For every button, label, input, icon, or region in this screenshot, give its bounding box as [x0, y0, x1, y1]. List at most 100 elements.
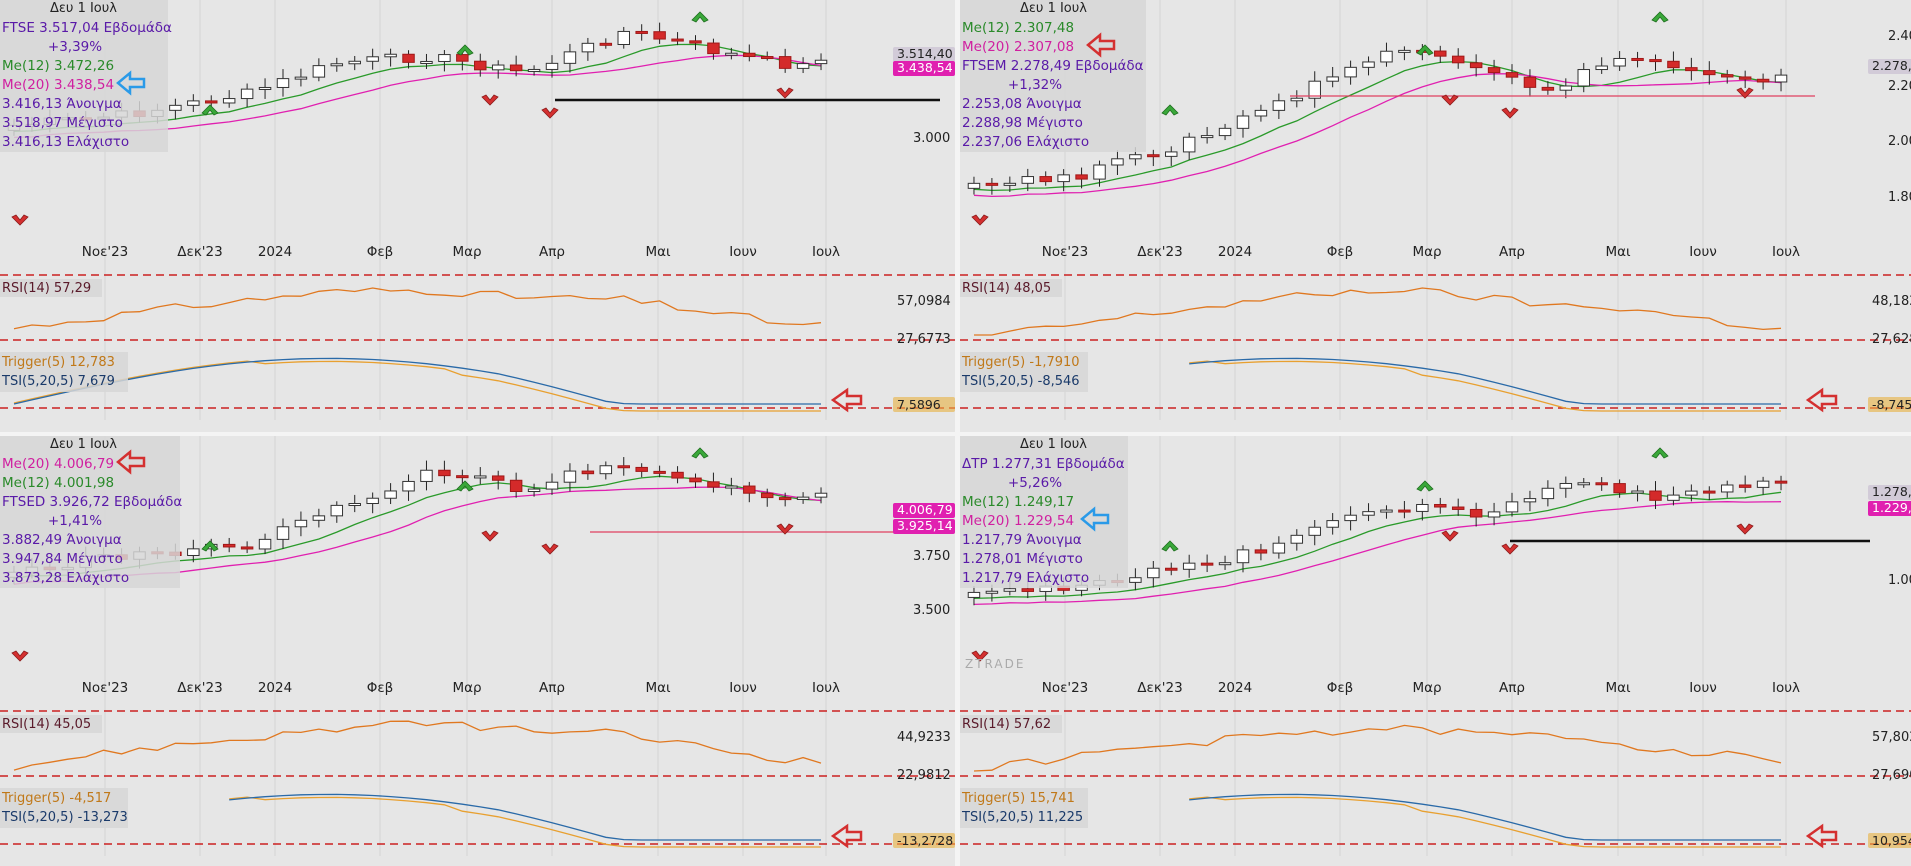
- price-tag-label: 3.925,14: [897, 518, 953, 533]
- candle-down: [689, 477, 702, 483]
- x-tick-label: Δεκ'23: [177, 244, 222, 260]
- price-tag: [1868, 59, 1911, 74]
- candle-down: [1523, 76, 1537, 88]
- pointer-arrow-icon: [116, 449, 146, 475]
- candle-up: [1541, 487, 1555, 500]
- trigger-label: Trigger(5) -4,517: [1, 791, 111, 806]
- candle-down: [1469, 508, 1483, 518]
- info-line: FTSEM 2.278,49 Εβδομάδα: [962, 58, 1144, 74]
- sell-arrow-icon: [11, 650, 29, 662]
- info-line: 3.518,97 Μέγιστο: [2, 115, 123, 131]
- candle-up: [187, 548, 200, 556]
- candle-up: [1720, 484, 1734, 493]
- candle-down: [1595, 482, 1608, 486]
- price-tag-label: 3.514,40: [897, 46, 953, 61]
- rsi-level-value: 27,6773: [897, 332, 951, 347]
- price-tag: [893, 519, 955, 534]
- candle-up: [725, 52, 738, 56]
- trigger-label: Trigger(5) 15,741: [961, 791, 1075, 806]
- chart-panel-1: Δευ 1 Ιουλ FTSE 3.517,04 Εβδομάδα +3,39% Me…: [0, 0, 955, 420]
- candle-up: [1595, 65, 1608, 71]
- y-tick-label: 3.000: [913, 131, 950, 146]
- info-box: [0, 0, 168, 152]
- x-tick-label: Μαι: [1605, 680, 1631, 696]
- y-tick-label: 3.750: [913, 549, 950, 564]
- candle-up: [1147, 567, 1160, 579]
- candle-up: [1272, 100, 1286, 111]
- candle-down: [1075, 174, 1088, 180]
- candle-up: [402, 480, 415, 492]
- tsi-line: [229, 793, 821, 841]
- tsi-pointer-arrow-icon: [830, 823, 863, 849]
- candle-up: [240, 88, 254, 100]
- candle-up: [187, 100, 200, 106]
- candle-up: [1218, 562, 1232, 566]
- info-box: [960, 0, 1146, 152]
- info-line: Me(20) 3.438,54: [2, 77, 114, 93]
- candle-down: [707, 42, 720, 55]
- date-label: Δευ 1 Ιουλ: [1020, 1, 1087, 16]
- candle-up: [1559, 482, 1573, 489]
- candle-up: [438, 54, 451, 62]
- candle-down: [240, 546, 254, 550]
- me12-line: [973, 60, 1782, 192]
- candle-up: [420, 469, 433, 482]
- candle-down: [1469, 62, 1483, 69]
- candle-down: [1649, 490, 1662, 501]
- y-tick-label: 3.500: [913, 603, 950, 618]
- rsi-value: 48,1821: [1872, 294, 1911, 309]
- candle-up: [491, 64, 505, 71]
- candle-up: [1111, 158, 1124, 166]
- panel-divider-horizontal: [0, 432, 1911, 436]
- x-tick-label: 2024: [1218, 244, 1252, 260]
- info-line: 1.278,01 Μέγιστο: [962, 551, 1083, 567]
- price-tag-label: 4.006,79: [897, 502, 953, 517]
- buy-arrow-icon: [1416, 480, 1434, 492]
- tsi-value: -13,2728: [897, 833, 953, 848]
- candle-up: [967, 591, 981, 598]
- pointer-arrow-icon: [1080, 506, 1110, 532]
- price-tag-label: 2.278,96: [1872, 58, 1911, 73]
- trigger-line: [1189, 360, 1781, 412]
- candle-up: [258, 86, 272, 90]
- candle-up: [1272, 542, 1286, 554]
- candle-down: [1720, 74, 1734, 78]
- candle-up: [1523, 498, 1537, 503]
- candle-down: [1541, 86, 1555, 91]
- candle-up: [1577, 482, 1590, 486]
- candle-up: [1254, 109, 1268, 117]
- candle-up: [1236, 549, 1250, 564]
- sell-arrow-icon: [1736, 87, 1754, 99]
- y-tick-label: 2.000: [1888, 134, 1911, 149]
- candle-up: [1003, 588, 1017, 592]
- candle-up: [1290, 534, 1304, 544]
- tsi-line: [1189, 793, 1781, 841]
- sell-arrow-icon: [1441, 530, 1459, 542]
- tsi-label: TSI(5,20,5) -13,273: [1, 810, 128, 825]
- x-tick-label: Μαρ: [452, 680, 481, 696]
- candle-down: [1703, 70, 1716, 76]
- candle-down: [760, 56, 774, 60]
- candle-down: [1738, 76, 1752, 80]
- tsi-pointer-arrow-icon: [1805, 823, 1838, 849]
- pointer-arrow-icon: [1086, 32, 1116, 58]
- candle-down: [1738, 484, 1752, 488]
- candle-up: [1487, 511, 1501, 518]
- watermark: ZTRADE: [965, 657, 1025, 671]
- candle-down: [1756, 78, 1770, 83]
- tsi-tag: [893, 397, 955, 412]
- candle-down: [222, 543, 236, 548]
- tsi-line: [13, 357, 821, 405]
- candle-down: [1667, 60, 1680, 69]
- x-tick-label: Ιουν: [1689, 244, 1717, 260]
- candle-down: [1147, 154, 1160, 158]
- y-tick-label: 1.000: [1888, 573, 1911, 588]
- candle-down: [1451, 55, 1465, 64]
- candle-up: [1362, 61, 1375, 68]
- candle-up: [1613, 57, 1626, 67]
- candle-up: [348, 503, 361, 507]
- x-tick-label: Ιουν: [1689, 680, 1717, 696]
- buy-arrow-icon: [1651, 447, 1669, 459]
